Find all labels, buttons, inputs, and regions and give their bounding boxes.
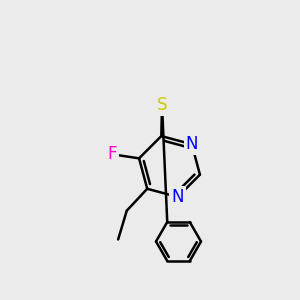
Text: N: N <box>171 188 184 206</box>
Text: N: N <box>185 135 198 153</box>
Text: S: S <box>157 96 167 114</box>
Text: F: F <box>108 145 117 163</box>
